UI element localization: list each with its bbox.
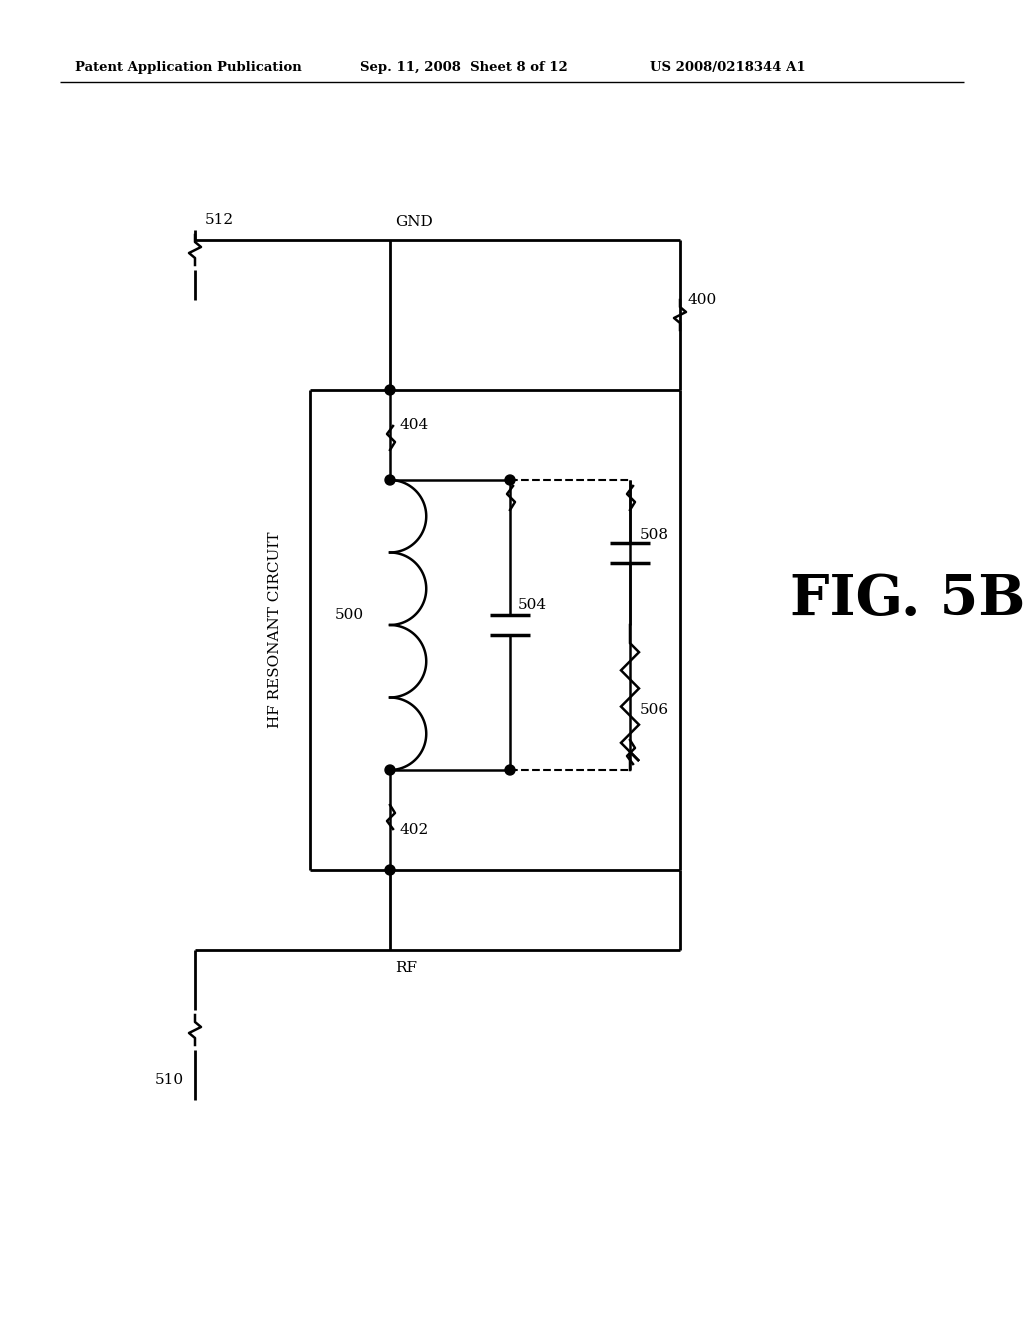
Circle shape (385, 475, 395, 484)
Text: RF: RF (395, 961, 417, 975)
Text: 506: 506 (640, 704, 669, 717)
Text: 402: 402 (400, 822, 429, 837)
Text: 400: 400 (688, 293, 717, 308)
Circle shape (385, 865, 395, 875)
Circle shape (385, 385, 395, 395)
Text: 500: 500 (335, 609, 365, 622)
Circle shape (505, 475, 515, 484)
Text: HF RESONANT CIRCUIT: HF RESONANT CIRCUIT (268, 532, 282, 729)
Text: GND: GND (395, 215, 433, 228)
Circle shape (385, 766, 395, 775)
Text: Patent Application Publication: Patent Application Publication (75, 62, 302, 74)
Text: 404: 404 (400, 418, 429, 432)
Circle shape (505, 766, 515, 775)
Text: 504: 504 (518, 598, 547, 612)
Text: 510: 510 (155, 1073, 184, 1086)
Text: US 2008/0218344 A1: US 2008/0218344 A1 (650, 62, 806, 74)
Text: Sep. 11, 2008  Sheet 8 of 12: Sep. 11, 2008 Sheet 8 of 12 (360, 62, 567, 74)
Text: FIG. 5B: FIG. 5B (790, 573, 1024, 627)
Text: 512: 512 (205, 213, 234, 227)
Text: 508: 508 (640, 528, 669, 543)
